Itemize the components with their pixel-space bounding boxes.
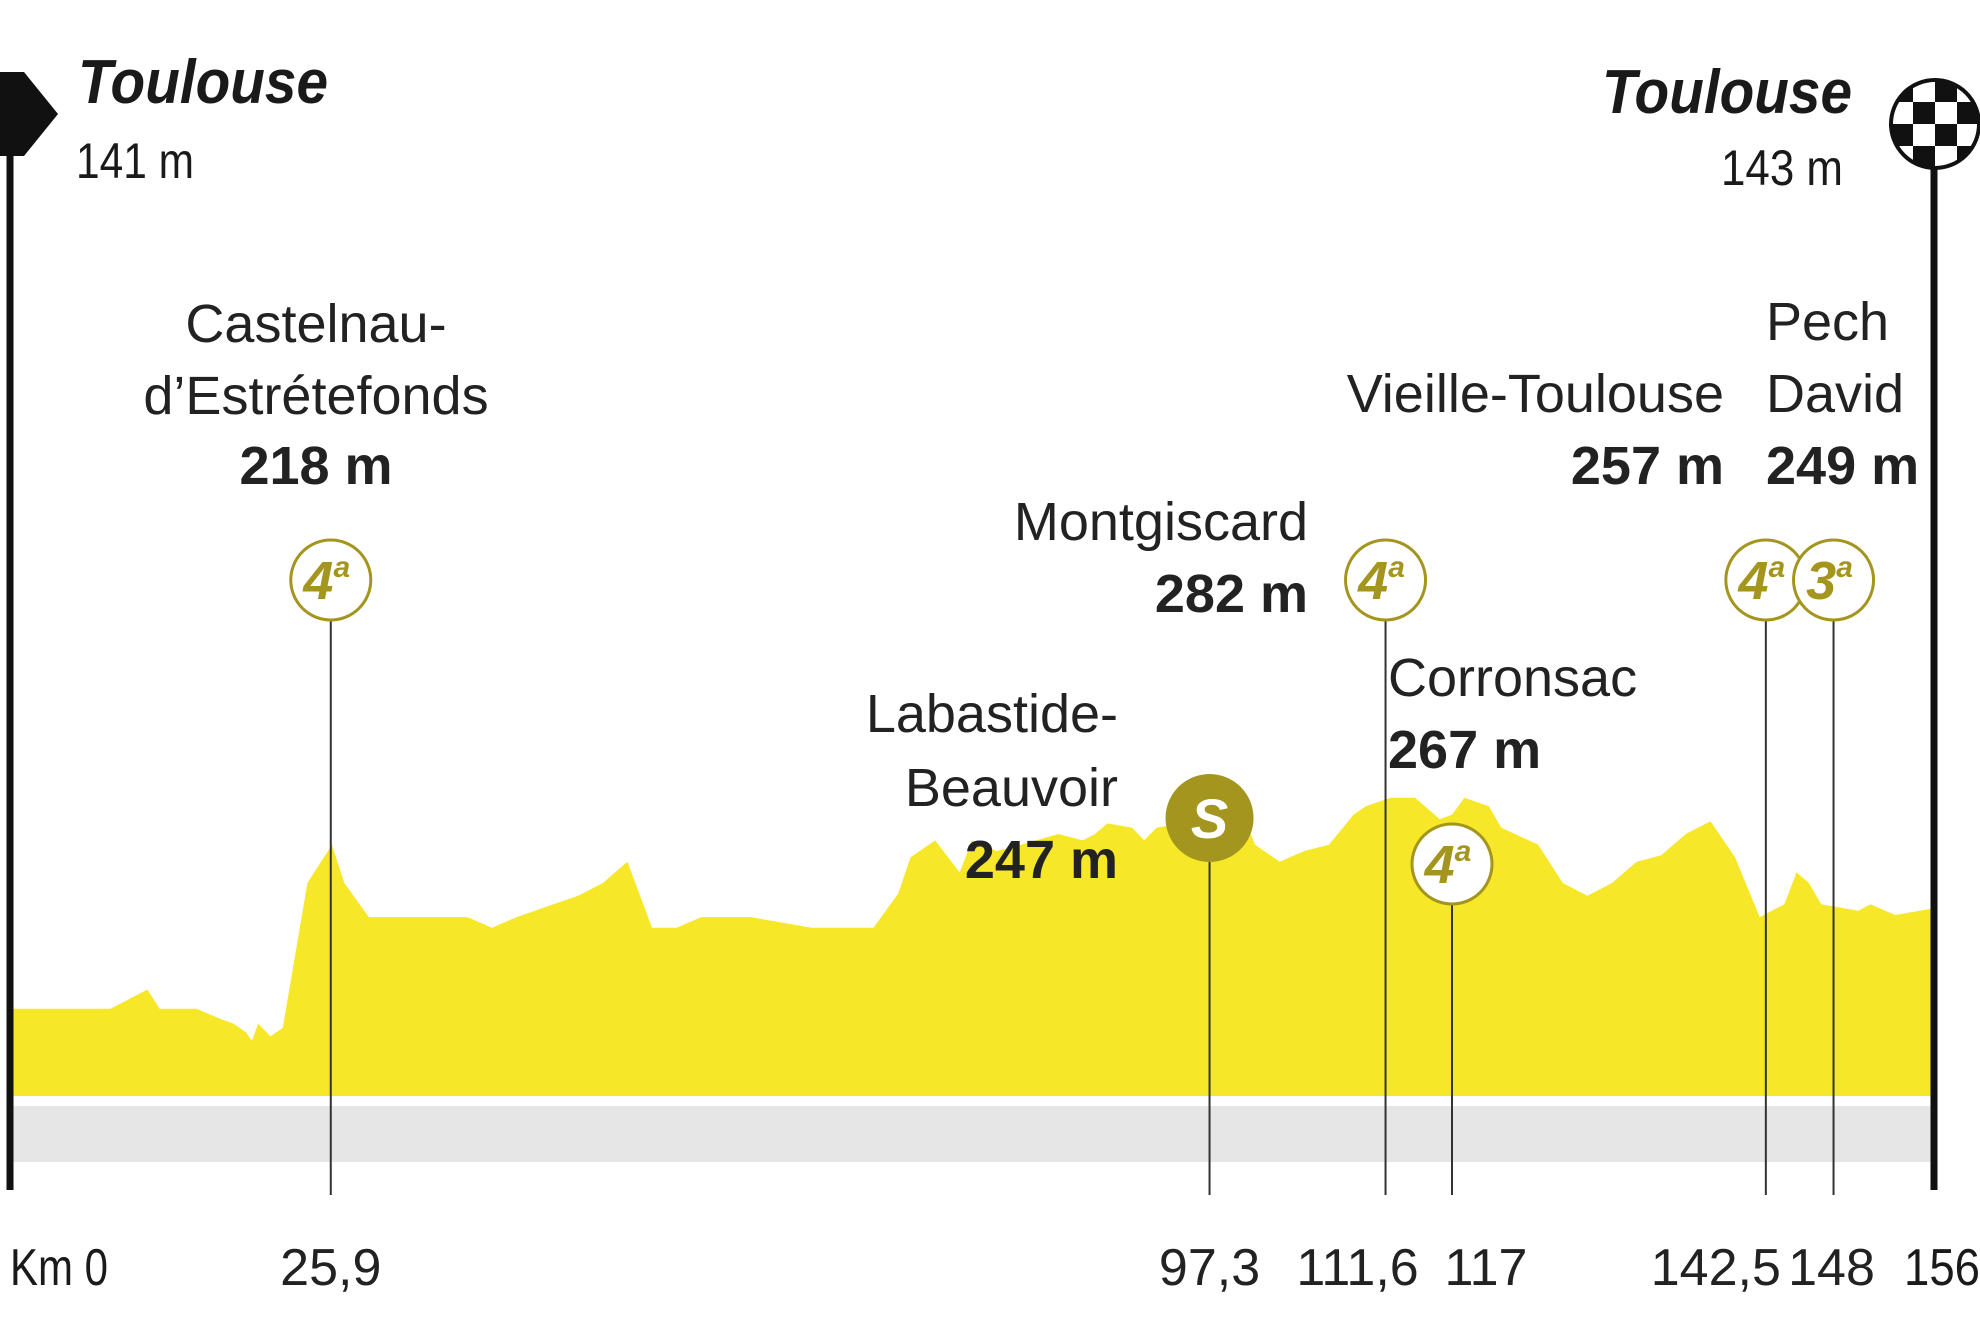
marker-name: d’Estrétefonds (143, 366, 488, 426)
marker-elevation: 267 m (1388, 720, 1541, 780)
start-elevation: 141 m (76, 133, 194, 189)
marker-climb-3: 4a Montgiscard 282 m 111,6 (1014, 492, 1428, 1297)
marker-km-label: 25,9 (280, 1239, 381, 1297)
marker-km-label: 142,5 (1651, 1239, 1781, 1297)
marker-elevation: 282 m (1155, 564, 1308, 624)
climb-category-suffix: a (1455, 835, 1472, 868)
marker-name: Labastide- (866, 684, 1118, 744)
marker-name: Castelnau- (185, 294, 446, 354)
climb-category-suffix: a (1388, 551, 1405, 584)
start-marker: Toulouse 141 m (0, 48, 328, 189)
finish-city: Toulouse (1602, 58, 1852, 127)
climb-badge-icon (1410, 822, 1494, 906)
climb-category-label: 4a (1357, 551, 1405, 611)
marker-km-label: 148 (1788, 1239, 1875, 1297)
marker-elevation: 257 m (1571, 436, 1724, 496)
climb-category-suffix: a (333, 551, 350, 584)
marker-elevation: 249 m (1766, 436, 1919, 496)
sprint-badge-label: S (1191, 787, 1228, 850)
marker-km-label: 111,6 (1296, 1239, 1418, 1297)
marker-name: Corronsac (1388, 648, 1637, 708)
marker-climb-5: 4a Vieille-Toulouse 257 m 142,5 (1347, 364, 1808, 1297)
marker-name: David (1766, 364, 1904, 424)
marker-elevation: 247 m (965, 830, 1118, 890)
sprint-badge-icon (1165, 774, 1254, 862)
start-arrow-icon (0, 72, 58, 156)
marker-km-label: 97,3 (1159, 1239, 1260, 1297)
climb-badge-icon (289, 538, 373, 622)
marker-name: Pech (1766, 292, 1889, 352)
climb-category-suffix: a (1769, 551, 1786, 584)
ground-band (12, 1106, 1932, 1162)
km-end-label: 156 (1904, 1239, 1980, 1297)
km-start-label: Km 0 (10, 1239, 108, 1297)
climb-badge-icon (1344, 538, 1428, 622)
marker-name: Beauvoir (905, 758, 1118, 818)
marker-name: Montgiscard (1014, 492, 1308, 552)
marker-name: Vieille-Toulouse (1347, 364, 1724, 424)
climb-category-suffix: a (1836, 551, 1853, 584)
marker-sprint-2: S Labastide- Beauvoir 247 m 97,3 (866, 684, 1260, 1297)
start-city: Toulouse (78, 48, 328, 117)
finish-marker: Toulouse 143 m (1602, 58, 1980, 196)
marker-elevation: 218 m (239, 436, 392, 496)
checkered-flag-icon (1889, 78, 1980, 170)
finish-elevation: 143 m (1721, 140, 1843, 196)
climb-badge-icon (1792, 538, 1876, 622)
marker-km-label: 117 (1445, 1239, 1528, 1297)
